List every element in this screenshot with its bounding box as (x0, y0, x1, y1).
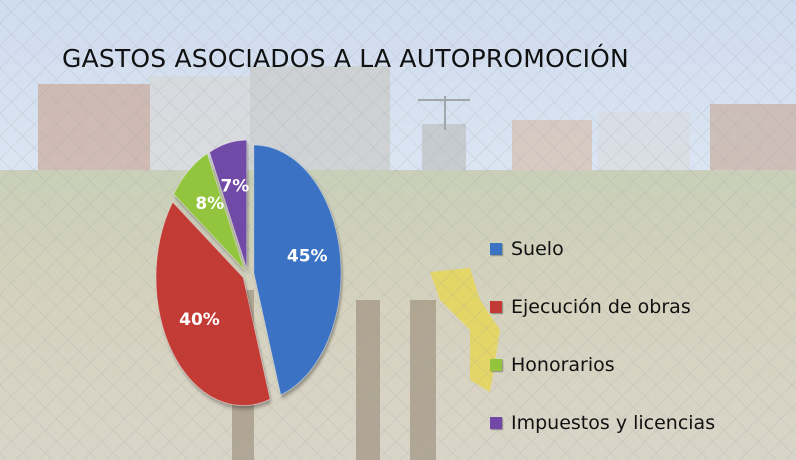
slice-label-impuestos-y-licencias: 7% (220, 177, 249, 197)
chart-title: GASTOS ASOCIADOS A LA AUTOPROMOCIÓN (62, 44, 629, 73)
slice-label-ejecucion-de-obras: 40% (179, 310, 220, 330)
legend-swatch-honorarios (490, 359, 502, 371)
legend-label-suelo: Suelo (511, 238, 564, 260)
legend: Suelo Ejecución de obras Honorarios Impuest… (490, 220, 715, 452)
legend-item-honorarios: Honorarios (490, 336, 715, 394)
pie-slice-honorarios (173, 152, 245, 270)
legend-label-ejecucion-de-obras: Ejecución de obras (511, 296, 691, 318)
pie-slice-impuestos-y-licencias (209, 139, 248, 269)
pie-slice-ejecucion-de-obras (155, 201, 271, 407)
legend-swatch-ejecucion-de-obras (490, 301, 502, 313)
slice-label-suelo: 45% (287, 247, 328, 267)
pie-slice-suelo (253, 144, 342, 396)
slice-label-honorarios: 8% (195, 194, 224, 214)
legend-swatch-suelo (490, 243, 502, 255)
legend-item-impuestos-y-licencias: Impuestos y licencias (490, 394, 715, 452)
legend-label-honorarios: Honorarios (511, 354, 615, 376)
legend-label-impuestos-y-licencias: Impuestos y licencias (511, 412, 716, 434)
legend-swatch-impuestos-y-licencias (490, 417, 502, 429)
legend-item-suelo: Suelo (490, 220, 715, 278)
legend-item-ejecucion-de-obras: Ejecución de obras (490, 278, 715, 336)
